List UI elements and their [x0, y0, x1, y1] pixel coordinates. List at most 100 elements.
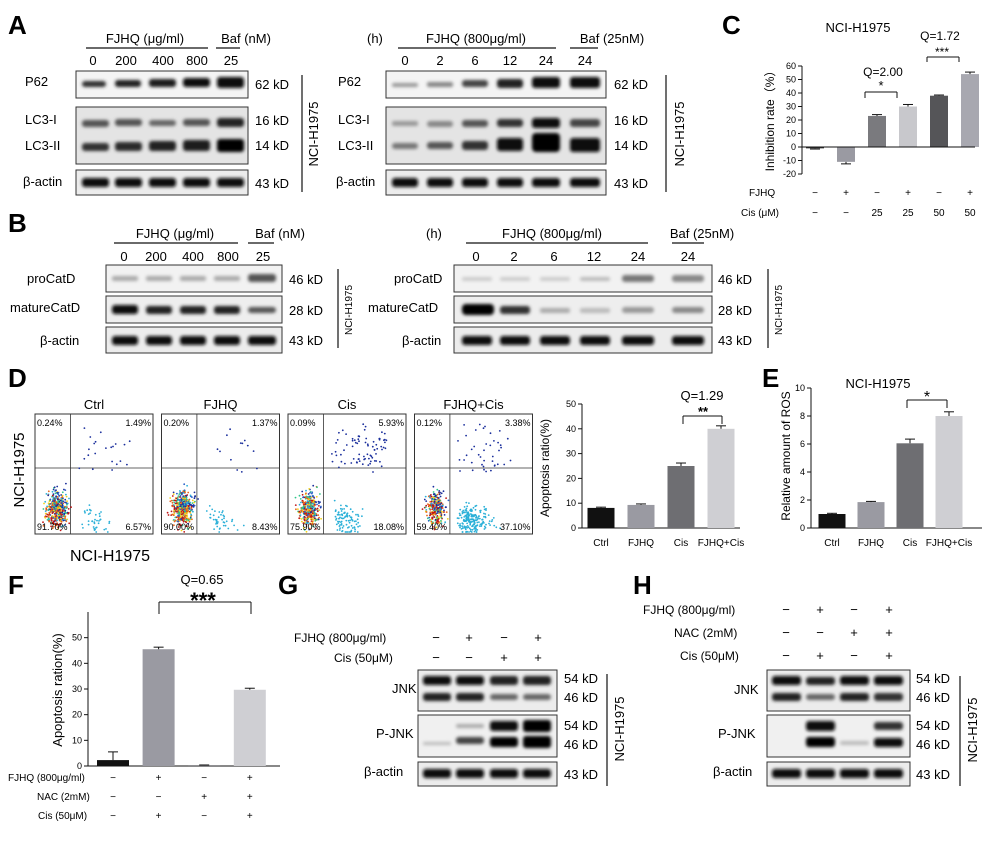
event-dot	[480, 523, 483, 526]
event-dot	[172, 514, 175, 517]
event-dot	[186, 508, 189, 510]
flow-plot: Cis 0.09% 5.93% 75.90% 18.08%	[287, 397, 407, 535]
event-dot	[429, 513, 432, 516]
panel-letter-g: G	[278, 570, 298, 600]
flow-plot: FJHQ 0.20% 1.37% 90.00% 8.43%	[161, 397, 280, 535]
bar	[935, 416, 963, 528]
kd-label: 43 kD	[289, 333, 323, 348]
event-dot	[440, 502, 443, 505]
event-dot	[425, 500, 428, 502]
event-dot	[304, 497, 307, 500]
event-dot	[428, 496, 431, 498]
event-dot	[430, 520, 433, 523]
event-dot	[433, 527, 436, 529]
event-dot	[424, 506, 427, 509]
event-dot	[432, 493, 435, 496]
event-dot	[176, 492, 178, 495]
event-dot	[95, 526, 97, 529]
lane-label: 0	[401, 53, 408, 68]
event-dot	[379, 460, 381, 463]
event-dot	[48, 500, 51, 503]
event-dot	[341, 508, 344, 510]
event-dot	[426, 514, 428, 517]
x-tick-label: Cis	[903, 538, 917, 549]
condition-row-label: Cis (50μM)	[334, 651, 393, 665]
event-dot	[367, 444, 369, 447]
event-dot	[308, 511, 310, 513]
event-dot	[341, 517, 344, 520]
event-dot	[456, 517, 459, 519]
event-dot	[47, 490, 50, 493]
condition-cell: −	[812, 188, 818, 199]
y-tick-label: 2	[800, 495, 805, 505]
event-dot	[305, 522, 308, 524]
event-dot	[509, 459, 512, 462]
significance-mark: ***	[935, 45, 949, 59]
event-dot	[123, 443, 126, 446]
event-dot	[86, 509, 89, 512]
event-dot	[98, 512, 101, 515]
event-dot	[223, 517, 225, 520]
event-dot	[66, 518, 68, 521]
event-dot	[375, 460, 378, 462]
event-dot	[312, 525, 314, 528]
event-dot	[54, 519, 57, 522]
event-dot	[46, 519, 49, 521]
x-tick-label: FJHQ	[628, 538, 654, 549]
event-dot	[42, 525, 45, 527]
event-dot	[215, 520, 218, 522]
event-dot	[421, 508, 424, 510]
event-dot	[472, 523, 475, 526]
event-dot	[177, 495, 180, 497]
event-dot	[310, 505, 312, 508]
event-dot	[186, 484, 189, 487]
event-dot	[88, 504, 91, 506]
event-dot	[128, 440, 131, 443]
event-dot	[58, 495, 61, 497]
event-dot	[66, 502, 69, 505]
event-dot	[363, 458, 365, 461]
event-dot	[466, 516, 469, 519]
blot-row-label: β-actin	[364, 764, 403, 779]
event-dot	[94, 513, 97, 516]
event-dot	[82, 527, 84, 529]
event-dot	[475, 524, 477, 527]
event-dot	[182, 490, 185, 493]
event-dot	[183, 531, 186, 533]
event-dot	[473, 530, 476, 533]
event-dot	[209, 516, 212, 519]
condition-row-label: FJHQ	[749, 188, 775, 199]
event-dot	[186, 525, 188, 528]
event-dot	[445, 506, 447, 509]
event-dot	[189, 501, 192, 504]
lane-label: 200	[115, 53, 137, 68]
event-dot	[179, 498, 182, 501]
event-dot	[191, 508, 194, 511]
panel-f: F Apoptosis ration(%) 0 10 20 30 40 50 Q=0.65…	[8, 570, 280, 822]
event-dot	[363, 428, 366, 431]
event-dot	[87, 523, 90, 526]
event-dot	[369, 460, 372, 463]
event-dot	[93, 527, 96, 530]
event-dot	[340, 523, 343, 525]
kd-label: 46 kD	[916, 737, 950, 752]
event-dot	[466, 505, 469, 508]
event-dot	[119, 460, 122, 462]
event-dot	[182, 492, 185, 494]
event-dot	[429, 505, 431, 508]
event-dot	[468, 531, 470, 533]
event-dot	[306, 497, 309, 500]
bar	[868, 115, 886, 147]
y-tick-label: -10	[783, 156, 796, 166]
event-dot	[485, 443, 488, 445]
event-dot	[305, 530, 308, 533]
event-dot	[173, 504, 175, 506]
event-dot	[295, 508, 297, 511]
event-dot	[190, 505, 193, 508]
event-dot	[60, 522, 62, 525]
event-dot	[215, 521, 218, 524]
event-dot	[465, 454, 468, 457]
blot-row-label: matureCatD	[10, 300, 80, 315]
event-dot	[306, 506, 309, 509]
